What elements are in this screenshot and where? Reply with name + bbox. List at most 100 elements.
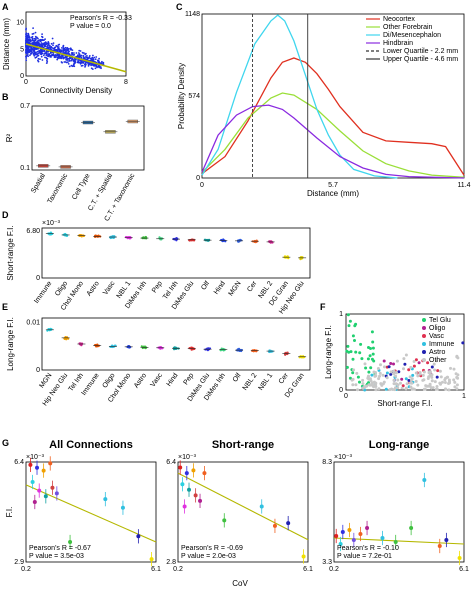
scatter-point — [409, 381, 412, 385]
scatter-point — [381, 382, 385, 386]
scatter-point — [57, 49, 59, 51]
scatter-point — [416, 383, 420, 387]
category-points — [220, 238, 227, 243]
scatter-point — [54, 46, 57, 49]
point-marker — [50, 485, 55, 490]
scatter-point — [353, 324, 357, 328]
scatter-point — [389, 362, 393, 365]
scatter-point — [66, 48, 69, 51]
scatter-point — [31, 37, 34, 40]
scatter-point — [68, 50, 70, 53]
scatter-point — [27, 37, 29, 39]
data-point — [120, 500, 125, 515]
scatter-point — [371, 340, 375, 344]
scatter-point — [347, 324, 351, 328]
y-tick-label: 1148 — [185, 11, 200, 18]
scatter-point — [63, 61, 66, 63]
scatter-point — [25, 57, 28, 59]
data-point — [160, 238, 163, 241]
panel-letter-b: B — [2, 92, 9, 102]
scatter-point — [48, 44, 51, 47]
scatter-point — [60, 55, 63, 57]
data-point — [180, 477, 185, 492]
scatter-point — [438, 369, 442, 373]
point-marker — [437, 544, 442, 548]
scatter-point — [356, 388, 359, 392]
scatter-point — [370, 357, 374, 361]
scatter-point — [25, 49, 28, 52]
scatter-point — [40, 55, 43, 58]
scatter-point — [80, 56, 83, 59]
scatter-point — [51, 54, 53, 56]
data-point — [301, 256, 304, 259]
scatter-point — [68, 53, 71, 56]
panel-letter-c: C — [176, 2, 183, 12]
scatter-point — [65, 52, 68, 55]
scatter-point — [27, 46, 30, 49]
data-point — [140, 345, 143, 348]
scatter-point — [58, 50, 61, 53]
scatter-point — [43, 42, 46, 44]
scatter-point — [369, 383, 373, 387]
data-point — [178, 460, 183, 475]
scatter-point — [445, 375, 449, 379]
scatter-point — [62, 50, 65, 53]
scatter-point — [70, 48, 72, 51]
scatter-point — [374, 388, 378, 392]
scatter-point — [63, 47, 66, 50]
scatter-point — [26, 47, 29, 50]
point-marker — [457, 556, 462, 560]
panel-letter-d: D — [2, 210, 9, 220]
scatter-point — [83, 57, 86, 60]
scatter-point — [452, 367, 456, 371]
scatter-point — [73, 65, 76, 68]
data-point — [409, 520, 414, 536]
scatter-point — [358, 380, 361, 384]
scatter-point — [430, 379, 434, 383]
scatter-point — [70, 59, 72, 62]
data-point — [351, 532, 356, 548]
scatter-point — [414, 379, 418, 383]
scatter-point — [350, 378, 354, 382]
scatter-point — [68, 65, 71, 68]
data-point — [284, 351, 287, 355]
x-tick-label: 0.2 — [173, 566, 183, 573]
scatter-point — [52, 52, 55, 54]
scatter-point — [31, 39, 34, 41]
data-point — [444, 532, 449, 548]
scatter-point — [379, 363, 382, 367]
scatter-point — [45, 52, 48, 54]
scatter-point — [403, 362, 407, 366]
scatter-point — [47, 44, 49, 47]
scatter-point — [33, 54, 36, 57]
scatter-point — [361, 386, 365, 390]
scatter-point — [404, 387, 408, 391]
y-tick-label: 0 — [196, 175, 200, 182]
category-label: Immune — [33, 280, 53, 305]
scatter-point — [421, 378, 425, 382]
scatter-point — [26, 42, 29, 44]
panel-g3-axes-frame — [333, 461, 465, 563]
scatter-point — [399, 381, 402, 385]
point-marker — [103, 497, 108, 502]
stats-annotation: Pearson's R = -0.10 — [337, 545, 399, 552]
scatter-point — [93, 60, 95, 63]
scatter-point — [384, 387, 388, 391]
scatter-point — [361, 378, 365, 382]
scatter-point — [452, 378, 456, 382]
stats-annotation: P value = 3.5e-03 — [29, 553, 84, 560]
y-axis-label: Long-range F.I. — [324, 325, 333, 379]
x-tick-label: 1 — [462, 393, 466, 400]
scatter-point — [433, 368, 437, 372]
scatter-point — [47, 41, 50, 43]
data-point — [422, 472, 427, 488]
data-point — [300, 356, 303, 359]
category-label: Olf — [232, 372, 243, 383]
point-marker — [198, 498, 203, 503]
scatter-point — [461, 341, 465, 345]
point-marker — [180, 482, 185, 487]
y-tick-label: 3.3 — [322, 559, 332, 566]
data-point — [303, 356, 306, 359]
legend-marker — [422, 350, 426, 354]
point-marker — [48, 461, 53, 466]
